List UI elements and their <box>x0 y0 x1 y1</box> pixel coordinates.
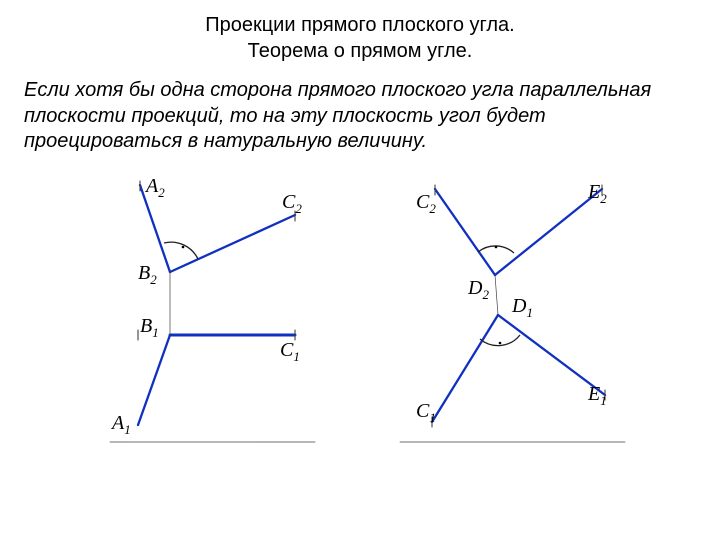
diagram-svg <box>80 167 640 467</box>
label-rE2: E2 <box>588 181 607 207</box>
label-rE1: E1 <box>588 383 607 409</box>
title-line-1: Проекции прямого плоского угла. <box>0 12 720 38</box>
label-C1: C1 <box>280 339 300 365</box>
label-B2: B2 <box>138 262 157 288</box>
label-A2: A2 <box>146 175 165 201</box>
label-rD1: D1 <box>512 295 533 321</box>
label-rC1: C1 <box>416 400 436 426</box>
label-rC2: C2 <box>416 191 436 217</box>
label-C2: C2 <box>282 191 302 217</box>
label-B1: B1 <box>140 315 159 341</box>
title-line-2: Теорема о прямом угле. <box>0 38 720 64</box>
label-rD2: D2 <box>468 277 489 303</box>
title-block: Проекции прямого плоского угла. Теорема … <box>0 0 720 64</box>
diagram-container: A2 C2 B2 B1 C1 A1 C2 E2 D2 D1 C1 E1 <box>80 167 640 467</box>
theorem-paragraph: Если хотя бы одна сторона прямого плоско… <box>0 64 720 155</box>
label-A1: A1 <box>112 412 131 438</box>
